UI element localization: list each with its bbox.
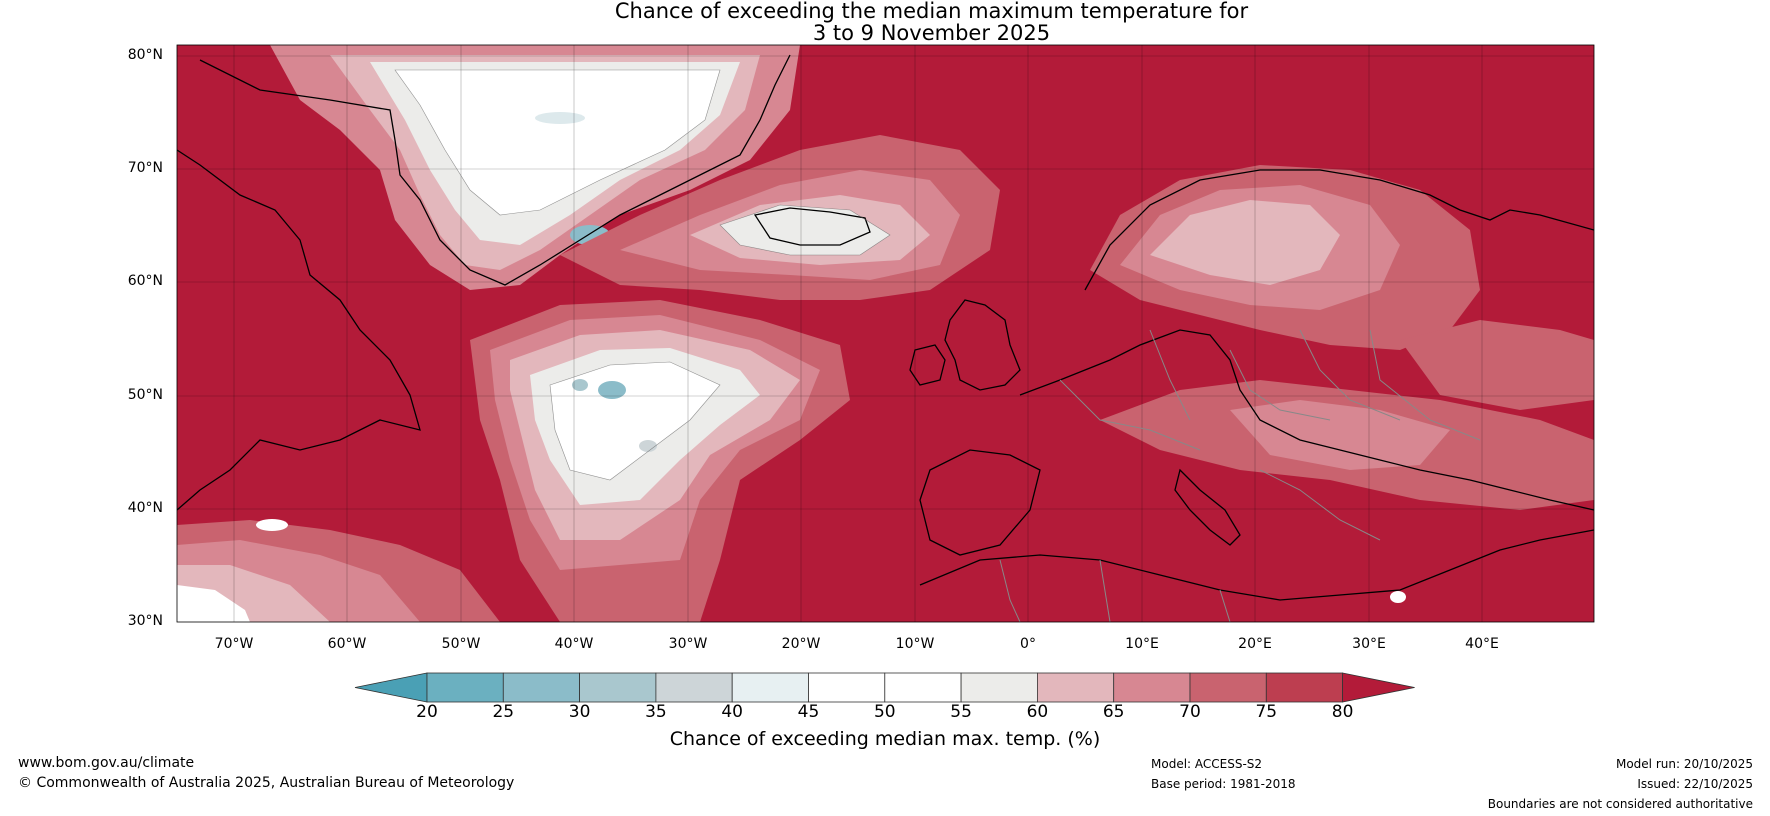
map-frame bbox=[176, 44, 1595, 623]
north-africa-coast bbox=[919, 529, 1594, 601]
greenland-field-white bbox=[395, 70, 720, 215]
colorbar-segment bbox=[655, 672, 733, 703]
europe-coast bbox=[1019, 329, 1594, 511]
lon-label-30e: 30°E bbox=[1352, 636, 1386, 652]
colorbar-segment bbox=[884, 672, 962, 703]
iceland-coast bbox=[753, 207, 871, 246]
europe-field-east bbox=[1400, 320, 1594, 410]
greenland-coast bbox=[199, 54, 791, 286]
colorbar-segment bbox=[1189, 672, 1267, 703]
colorbar-segment bbox=[502, 672, 580, 703]
colorbar-segment bbox=[960, 672, 1038, 703]
lon-label-0: 0° bbox=[1020, 636, 1036, 652]
scandinavia-field-light bbox=[1150, 200, 1340, 285]
atlantic-tongue-white bbox=[550, 362, 720, 480]
colorbar-segment bbox=[579, 672, 657, 703]
italy-coast bbox=[1174, 468, 1241, 546]
lat-label-40n: 40°N bbox=[127, 500, 163, 516]
iceland-band-white bbox=[720, 205, 890, 255]
lon-label-10e: 10°E bbox=[1125, 636, 1159, 652]
lon-label-20w: 20°W bbox=[781, 636, 821, 652]
contour-lines bbox=[394, 69, 891, 481]
colorbar-segment bbox=[731, 672, 809, 703]
colorbar-tick-label: 20 bbox=[416, 702, 438, 722]
footer-issued: Issued: 22/10/2025 bbox=[1637, 777, 1753, 791]
colorbar-tick-label: 70 bbox=[1179, 702, 1201, 722]
lon-label-70w: 70°W bbox=[214, 636, 254, 652]
ireland-coast bbox=[909, 344, 946, 386]
lon-label-40e: 40°E bbox=[1465, 636, 1499, 652]
iberia-coast bbox=[919, 449, 1041, 556]
colorbar-arrow-low bbox=[354, 672, 428, 703]
scandinavia-coast bbox=[1084, 169, 1594, 291]
map-area bbox=[177, 45, 1594, 622]
uk-coast bbox=[944, 299, 1021, 391]
lon-label-40w: 40°W bbox=[554, 636, 594, 652]
lat-label-80n: 80°N bbox=[127, 47, 163, 63]
greenland-blue-spot-2 bbox=[535, 112, 585, 124]
colorbar-segment bbox=[1113, 672, 1191, 703]
southwest-field-white bbox=[177, 585, 250, 622]
lon-label-20e: 20°E bbox=[1238, 636, 1272, 652]
coastlines bbox=[177, 54, 1594, 601]
southwest-white-spot bbox=[256, 519, 288, 531]
colorbar-segment bbox=[1265, 672, 1344, 703]
lat-label-50n: 50°N bbox=[127, 387, 163, 403]
colorbar-tick-label: 55 bbox=[950, 702, 972, 722]
colorbar-tick-label: 65 bbox=[1102, 702, 1125, 722]
footer-copyright: © Commonwealth of Australia 2025, Austra… bbox=[18, 775, 515, 791]
footer-disclaimer: Boundaries are not considered authoritat… bbox=[1487, 797, 1753, 811]
colorbar-tick-label: 50 bbox=[873, 702, 896, 722]
colorbar-segment bbox=[808, 672, 886, 703]
colorbar-tick-label: 60 bbox=[1026, 702, 1049, 722]
atlantic-blue-spot bbox=[598, 381, 626, 399]
colorbar-label: Chance of exceeding median max. temp. (%… bbox=[669, 728, 1101, 750]
lat-label-60n: 60°N bbox=[127, 273, 163, 289]
map-title: Chance of exceeding the median maximum t… bbox=[614, 0, 1249, 23]
lon-label-60w: 60°W bbox=[327, 636, 367, 652]
colorbar-tick-label: 75 bbox=[1255, 702, 1278, 722]
colorbar-tick-label: 80 bbox=[1331, 702, 1354, 722]
colorbar-tick-label: 40 bbox=[721, 702, 744, 722]
footer-url: www.bom.gov.au/climate bbox=[18, 755, 195, 771]
colorbar-tick-label: 35 bbox=[645, 702, 667, 722]
lat-label-30n: 30°N bbox=[127, 613, 163, 629]
colorbar-arrow-high bbox=[1342, 672, 1415, 703]
colorbar-tick-label: 30 bbox=[568, 702, 591, 722]
lon-label-10w: 10°W bbox=[895, 636, 935, 652]
footer-model-run: Model run: 20/10/2025 bbox=[1615, 757, 1753, 771]
colorbar-tick-label: 45 bbox=[797, 702, 820, 722]
country-borders bbox=[999, 329, 1481, 622]
colorbar-segment bbox=[1037, 672, 1115, 703]
middle-east-white-spot bbox=[1390, 591, 1406, 603]
colorbar-tick-label: 25 bbox=[492, 702, 515, 722]
map-date-range: 3 to 9 November 2025 bbox=[812, 21, 1051, 45]
atlantic-blue-spot-3 bbox=[639, 440, 657, 452]
graticule bbox=[177, 45, 1594, 622]
atlantic-blue-spot-2 bbox=[572, 379, 588, 391]
footer-base-period: Base period: 1981-2018 bbox=[1151, 777, 1296, 791]
lon-label-50w: 50°W bbox=[441, 636, 481, 652]
probability-shading bbox=[177, 45, 1594, 622]
footer-model: Model: ACCESS-S2 bbox=[1151, 757, 1263, 771]
colorbar bbox=[354, 672, 1415, 703]
lon-label-30w: 30°W bbox=[668, 636, 708, 652]
north-america-coast bbox=[177, 149, 421, 511]
lat-label-70n: 70°N bbox=[127, 160, 163, 176]
colorbar-segment bbox=[426, 672, 504, 703]
